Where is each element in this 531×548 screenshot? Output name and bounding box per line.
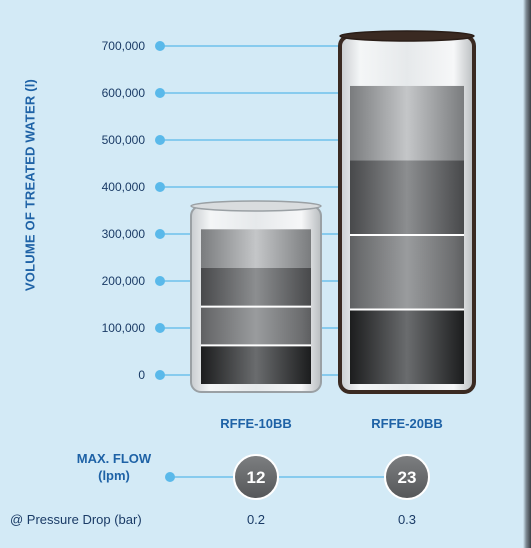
media-layer-top <box>350 86 464 161</box>
pressure-drop-label: @ Pressure Drop (bar) <box>10 512 142 527</box>
media-layer-lower <box>201 307 311 346</box>
gridline-dot <box>155 229 165 239</box>
gridline-dot <box>155 135 165 145</box>
category-label: RFFE-10BB <box>220 416 292 431</box>
media-layer-lower <box>350 235 464 310</box>
gridline-dot <box>155 182 165 192</box>
gridline-dot <box>155 323 165 333</box>
y-tick-label: 0 <box>138 368 145 382</box>
media-layer-top <box>201 229 311 268</box>
y-axis-label: VOLUME OF TREATED WATER (l) <box>23 79 38 291</box>
gridline-dot <box>155 370 165 380</box>
filter-cartridge-2 <box>340 31 474 392</box>
media-layer-base <box>201 345 311 384</box>
gridline-dot <box>155 41 165 51</box>
category-label: RFFE-20BB <box>371 416 443 431</box>
media-layer-upper <box>201 268 311 307</box>
gridline-dot <box>155 276 165 286</box>
y-tick-label: 500,000 <box>102 133 146 147</box>
flow-line-dot <box>165 472 175 482</box>
flow-value: 23 <box>398 468 417 487</box>
y-tick-label: 300,000 <box>102 227 146 241</box>
y-tick-label: 700,000 <box>102 39 146 53</box>
cartridge-cap <box>191 201 321 211</box>
max-flow-label: MAX. FLOW (lpm) <box>74 450 154 484</box>
y-tick-label: 600,000 <box>102 86 146 100</box>
gridline-dot <box>155 88 165 98</box>
y-tick-label: 200,000 <box>102 274 146 288</box>
media-layer-base <box>350 309 464 384</box>
media-layer-upper <box>350 160 464 235</box>
cartridge-cap <box>340 31 474 41</box>
y-tick-label: 100,000 <box>102 321 146 335</box>
pressure-drop-value: 0.2 <box>247 512 265 527</box>
filter-cartridge-1 <box>191 201 321 392</box>
pressure-drop-value: 0.3 <box>398 512 416 527</box>
y-tick-label: 400,000 <box>102 180 146 194</box>
flow-value: 12 <box>247 468 266 487</box>
